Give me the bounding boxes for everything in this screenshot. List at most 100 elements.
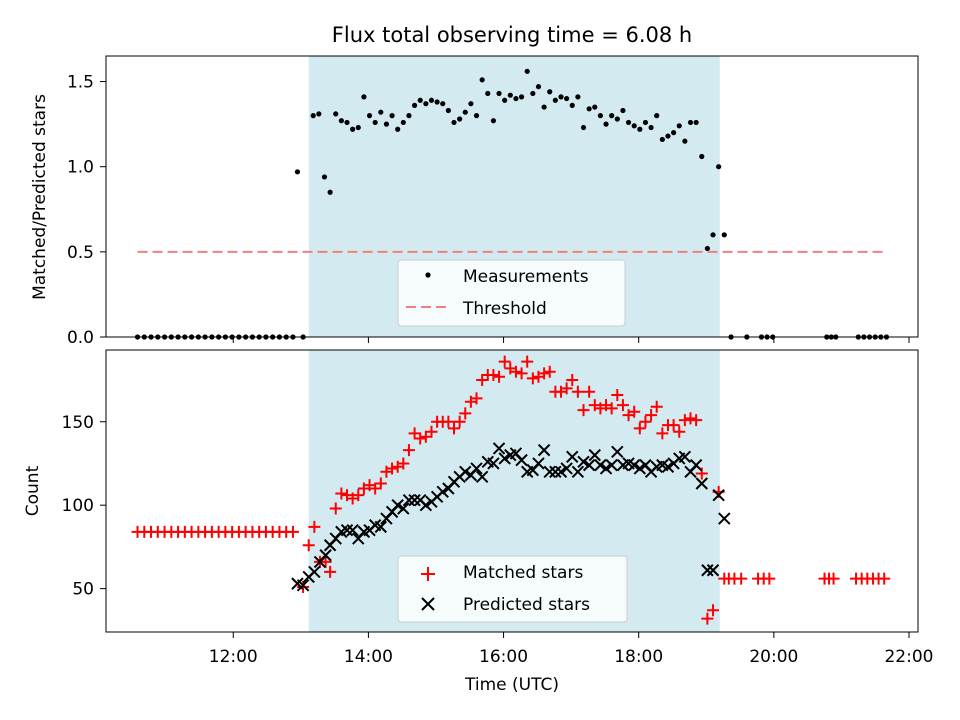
measurement-point	[580, 124, 587, 131]
matched-star-point	[639, 415, 652, 428]
matched-star-point	[329, 502, 342, 515]
measurement-point	[411, 102, 418, 108]
predicted-star-point	[577, 455, 590, 469]
y-tick-label: 50	[72, 580, 94, 600]
top-legend: Measurements Threshold	[397, 259, 626, 327]
predicted-star-point	[419, 498, 433, 512]
matched-star-point	[616, 399, 629, 412]
matched-star-point	[419, 430, 432, 443]
matched-star-point	[286, 525, 299, 538]
matched-star-point	[577, 404, 590, 417]
legend-threshold-label: Threshold	[462, 299, 547, 319]
matched-star-point	[302, 539, 315, 552]
measurement-point	[473, 113, 480, 119]
matched-star-point	[611, 389, 624, 402]
matched-star-point	[476, 374, 489, 387]
measurement-point	[671, 130, 677, 136]
measurement-point	[535, 84, 542, 90]
x-axis-label: Time (UTC)	[464, 675, 559, 695]
predicted-star-point	[515, 453, 528, 467]
top-axes-frame	[105, 55, 919, 338]
matched-star-point	[470, 392, 483, 405]
y-tick-label: 100	[62, 496, 94, 516]
measurement-point	[445, 107, 451, 114]
matched-star-point	[650, 400, 663, 413]
measurement-point	[327, 189, 333, 195]
measurement-point	[597, 113, 604, 119]
matched-star-point	[583, 385, 596, 398]
measurement-point	[490, 118, 497, 124]
measurement-point	[383, 121, 390, 127]
legend-measurements-marker	[425, 272, 431, 278]
measurement-point	[564, 95, 570, 102]
measurement-point	[434, 99, 440, 105]
predicted-star-point	[678, 450, 692, 464]
measurement-point	[699, 153, 705, 160]
measurement-point	[338, 118, 344, 124]
measurement-point	[333, 111, 339, 117]
measurement-point	[552, 97, 558, 103]
matched-star-point	[453, 415, 466, 428]
predicted-star-point	[319, 549, 332, 562]
matched-star-point	[673, 425, 686, 438]
legend-matched-label: Matched stars	[463, 563, 583, 583]
matched-star-point	[386, 462, 399, 475]
predicted-star-point	[566, 450, 579, 464]
measurement-point	[462, 109, 468, 115]
y-tick-label: 0.0	[67, 328, 94, 348]
predicted-star-point	[308, 565, 321, 579]
matched-star-point	[521, 355, 534, 368]
legend-predicted-label: Predicted stars	[463, 595, 590, 615]
matched-star-point	[425, 425, 438, 438]
bottom-legend: Matched stars Predicted stars	[397, 555, 628, 623]
x-tick-label: 18:00	[614, 647, 663, 667]
predicted-star-point	[436, 485, 449, 499]
matched-star-point	[408, 427, 421, 440]
matched-star-point	[678, 414, 691, 427]
x-tick-label: 16:00	[479, 647, 528, 667]
matched-star-point	[633, 422, 646, 435]
bottom-points	[131, 355, 891, 625]
matched-star-point	[335, 487, 348, 500]
measurement-point	[592, 104, 598, 110]
measurement-point	[440, 101, 446, 107]
predicted-star-point	[402, 493, 416, 507]
measurement-point	[479, 77, 485, 83]
measurement-point	[417, 97, 423, 103]
matched-star-point	[498, 355, 511, 368]
predicted-star-point	[633, 462, 647, 475]
matched-star-point	[571, 385, 584, 398]
measurement-point	[344, 119, 350, 126]
measurement-point	[400, 119, 406, 126]
measurement-point	[710, 232, 716, 238]
measurement-point	[642, 119, 649, 126]
measurement-point	[378, 109, 384, 115]
measurement-point	[395, 126, 401, 132]
measurement-point	[457, 116, 463, 122]
y-tick-label: 0.5	[67, 243, 94, 263]
measurement-point	[518, 94, 525, 100]
matched-star-point	[566, 374, 579, 387]
measurement-point	[310, 113, 316, 119]
matched-star-point	[397, 457, 410, 470]
y-tick-label: 1.0	[67, 158, 94, 178]
matched-star-point	[459, 407, 472, 420]
predicted-star-point	[712, 488, 725, 502]
matched-star-point	[707, 604, 720, 617]
measurement-point	[625, 119, 632, 126]
measurement-point	[361, 94, 367, 100]
measurement-point	[687, 119, 694, 126]
predicted-star-point	[340, 524, 354, 537]
matched-star-point	[369, 482, 382, 495]
matched-star-point	[442, 415, 455, 428]
measurement-point	[541, 104, 547, 110]
measurement-point	[721, 232, 727, 238]
matched-star-point	[763, 572, 776, 585]
measurement-point	[693, 119, 699, 126]
measurement-point	[603, 121, 609, 127]
measurement-point	[350, 126, 356, 132]
matched-star-point	[515, 367, 528, 380]
x-tick-label: 20:00	[749, 647, 798, 667]
predicted-star-point	[605, 458, 618, 472]
